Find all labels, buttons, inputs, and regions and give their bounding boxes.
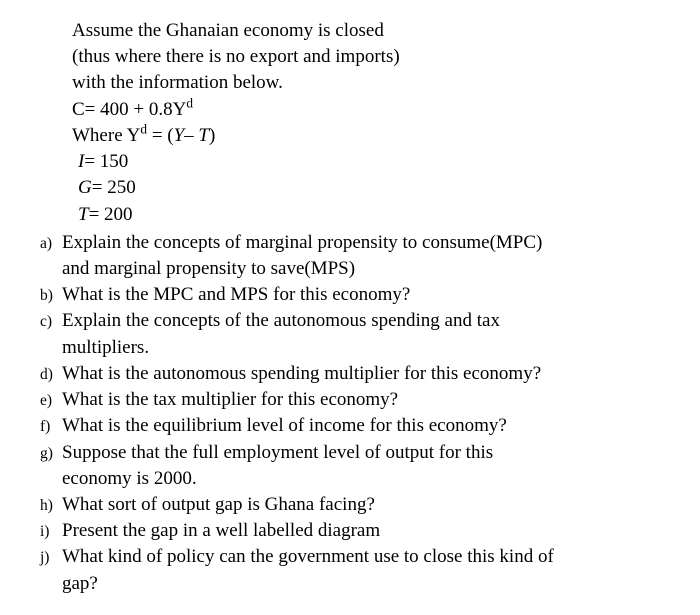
question-text: Explain the concepts of marginal propens… — [62, 230, 680, 256]
question-e: e) What is the tax multiplier for this e… — [40, 387, 680, 413]
question-g: g) Suppose that the full employment leve… — [40, 440, 680, 466]
question-label: j) — [40, 547, 62, 568]
question-label: e) — [40, 390, 62, 411]
question-j-cont: gap? — [40, 571, 680, 597]
question-label: i) — [40, 521, 62, 542]
equations-block: C= 400 + 0.8Yd Where Yd = (Y– T) I= 150 … — [40, 97, 680, 228]
question-label: a) — [40, 233, 62, 254]
question-c: c) Explain the concepts of the autonomou… — [40, 308, 680, 334]
question-f: f) What is the equilibrium level of inco… — [40, 413, 680, 439]
question-d: d) What is the autonomous spending multi… — [40, 361, 680, 387]
question-text: What kind of policy can the government u… — [62, 544, 680, 570]
question-g-cont: economy is 2000. — [40, 466, 680, 492]
eq-g: G= 250 — [72, 175, 680, 201]
question-label: c) — [40, 311, 62, 332]
question-label: f) — [40, 416, 62, 437]
question-label: b) — [40, 285, 62, 306]
question-label: g) — [40, 443, 62, 464]
question-text: What is the equilibrium level of income … — [62, 413, 680, 439]
intro-line-1: Assume the Ghanaian economy is closed — [72, 18, 680, 44]
question-label: h) — [40, 495, 62, 516]
question-a: a) Explain the concepts of marginal prop… — [40, 230, 680, 256]
intro-line-2: (thus where there is no export and impor… — [72, 44, 680, 70]
eq-c: C= 400 + 0.8Yd — [72, 97, 680, 123]
question-text: Explain the concepts of the autonomous s… — [62, 308, 680, 334]
intro-line-3: with the information below. — [72, 70, 680, 96]
page-content: Assume the Ghanaian economy is closed (t… — [0, 0, 700, 615]
question-j: j) What kind of policy can the governmen… — [40, 544, 680, 570]
intro-block: Assume the Ghanaian economy is closed (t… — [40, 18, 680, 97]
question-i: i) Present the gap in a well labelled di… — [40, 518, 680, 544]
eq-i: I= 150 — [72, 149, 680, 175]
question-a-cont: and marginal propensity to save(MPS) — [40, 256, 680, 282]
question-text: Suppose that the full employment level o… — [62, 440, 680, 466]
question-label: d) — [40, 364, 62, 385]
question-h: h) What sort of output gap is Ghana faci… — [40, 492, 680, 518]
question-text: What is the tax multiplier for this econ… — [62, 387, 680, 413]
question-text: What sort of output gap is Ghana facing? — [62, 492, 680, 518]
questions-block: a) Explain the concepts of marginal prop… — [40, 230, 680, 597]
question-b: b) What is the MPC and MPS for this econ… — [40, 282, 680, 308]
question-text: What is the autonomous spending multipli… — [62, 361, 680, 387]
question-text: What is the MPC and MPS for this economy… — [62, 282, 680, 308]
eq-yd: Where Yd = (Y– T) — [72, 123, 680, 149]
question-c-cont: multipliers. — [40, 335, 680, 361]
eq-t: T= 200 — [72, 202, 680, 228]
question-text: Present the gap in a well labelled diagr… — [62, 518, 680, 544]
